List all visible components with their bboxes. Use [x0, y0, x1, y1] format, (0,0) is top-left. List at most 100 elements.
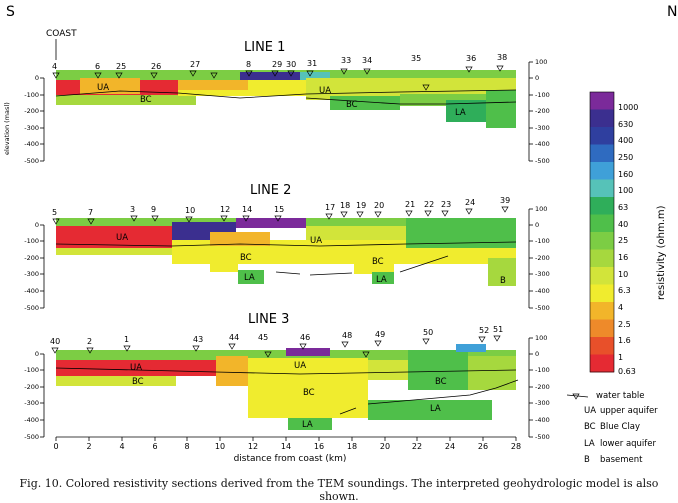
colorbar-swatch [590, 249, 614, 268]
colorbar-tick: 25 [618, 236, 628, 245]
unit-label: BC [140, 95, 152, 105]
resistivity-block [210, 264, 238, 272]
sounding-number: 22 [424, 200, 434, 209]
legend-desc: lower aquifer [600, 439, 657, 449]
left-axis-label: elevation (masl) [3, 102, 11, 155]
tick-label: -300 [535, 270, 550, 278]
tick-label: 16 [314, 442, 324, 451]
unit-label: BC [303, 388, 315, 398]
section-line-3: LINE 3 UA BC UA BC LA BC LA 40 2 1 43 44… [24, 312, 550, 441]
colorbar-swatch [590, 144, 614, 163]
right-axis-ticks: 100 0 -100 -200 -300 -400 -500 [535, 334, 550, 441]
tick-label: -200 [24, 383, 39, 391]
resistivity-block [488, 258, 516, 286]
unit-label: LA [430, 404, 441, 414]
colorbar-swatch [590, 109, 614, 128]
unit-label: B [500, 276, 506, 286]
tick-label: -500 [24, 157, 39, 165]
colorbar-swatch [590, 92, 614, 110]
figure-caption: Fig. 10. Colored resistivity sections de… [19, 477, 659, 503]
tick-label: 28 [511, 442, 521, 451]
section-line-2: LINE 2 UA UA BC LA BC LA B 5 7 3 9 10 12… [24, 183, 550, 312]
water-table-markers [52, 65, 504, 91]
colorbar-swatch [590, 214, 614, 233]
tick-label: -200 [535, 383, 550, 391]
colorbar-tick: 1 [618, 353, 623, 362]
right-axis [528, 337, 533, 438]
unit-label: LA [376, 275, 387, 285]
resistivity-block [354, 258, 394, 274]
colorbar-swatch [590, 284, 614, 303]
tick-label: 100 [535, 205, 547, 213]
resistivity-block [248, 358, 368, 418]
sounding-number: 29 [272, 60, 282, 69]
unit-boundary [275, 271, 301, 275]
resistivity-block [300, 72, 330, 80]
resistivity-block [240, 72, 300, 80]
tick-label: -500 [535, 304, 550, 312]
legend-desc: Blue Clay [600, 422, 640, 432]
unit-label: BC [240, 253, 252, 263]
resistivity-block [372, 272, 394, 284]
sounding-number: 14 [242, 205, 252, 214]
tick-label: -500 [535, 157, 550, 165]
sounding-number: 5 [52, 208, 57, 217]
sounding-number: 30 [286, 60, 296, 69]
axis-label: distance from coast (km) [234, 454, 347, 464]
tick-label: 0 [535, 74, 539, 82]
sounding-number: 1 [124, 335, 129, 344]
unit-label: UA [294, 361, 306, 371]
left-axis-ticks: 0 -100 -200 -300 -400 -500 [24, 74, 39, 165]
water-table-markers [52, 206, 509, 225]
resistivity-block [368, 400, 492, 420]
sounding-number: 9 [151, 205, 156, 214]
tick-label: 0 [35, 350, 39, 358]
left-axis-ticks: 0 -100 -200 -300 -400 -500 [24, 221, 39, 312]
tick-label: -400 [24, 416, 39, 424]
colorbar-tick: 400 [618, 136, 633, 145]
axis-tick-labels: 0 2 4 6 8 10 12 14 16 18 20 22 24 26 28 [53, 442, 521, 451]
sounding-number: 8 [246, 60, 251, 69]
tick-label: 8 [184, 442, 189, 451]
sounding-number: 4 [52, 62, 57, 71]
colorbar-swatch [590, 179, 614, 198]
unit-boundary [399, 255, 449, 273]
south-label: S [6, 4, 15, 20]
tick-label: -500 [535, 433, 550, 441]
distance-axis: 0 2 4 6 8 10 12 14 16 18 20 22 24 26 28 … [53, 436, 521, 464]
unit-label: LA [302, 420, 313, 430]
unit-label: LA [244, 273, 255, 283]
colorbar-tick: 4 [618, 303, 623, 312]
unit-label: UA [310, 236, 322, 246]
left-axis [40, 353, 45, 438]
unit-boundary [55, 89, 517, 99]
sounding-number: 17 [325, 203, 335, 212]
unit-boundary [367, 379, 519, 405]
sounding-number: 48 [342, 331, 352, 340]
tick-label: 4 [119, 442, 124, 451]
tick-label: -400 [24, 287, 39, 295]
colorbar-swatch [590, 232, 614, 250]
sounding-number: 38 [497, 53, 507, 62]
sounding-number: 49 [375, 330, 385, 339]
sounding-number: 39 [500, 196, 510, 205]
tick-label: 0 [35, 74, 39, 82]
sounding-number: 23 [441, 200, 451, 209]
resistivity-block [286, 348, 330, 356]
tick-label: -400 [535, 140, 550, 148]
tick-label: -300 [535, 124, 550, 132]
resistivity-block [210, 232, 270, 246]
resistivity-block [468, 356, 516, 390]
legend-symbol: BC [584, 422, 596, 432]
resistivity-block [56, 95, 196, 105]
resistivity-block [368, 360, 408, 380]
colorbar-tick: 40 [618, 220, 628, 229]
tick-label: -500 [24, 433, 39, 441]
tick-label: -300 [24, 399, 39, 407]
tick-label: -100 [24, 366, 39, 374]
tick-label: -300 [535, 399, 550, 407]
sounding-number: 35 [411, 54, 421, 63]
colorbar-ticks: 1000 630 400 250 160 100 63 40 25 16 10 … [618, 103, 638, 376]
resistivity-block [56, 376, 176, 386]
sounding-number: 46 [300, 333, 310, 342]
